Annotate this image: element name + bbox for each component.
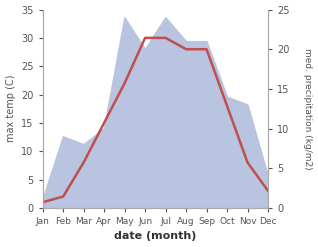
Y-axis label: max temp (C): max temp (C) — [5, 75, 16, 143]
Y-axis label: med. precipitation (kg/m2): med. precipitation (kg/m2) — [303, 48, 313, 169]
X-axis label: date (month): date (month) — [114, 231, 197, 242]
